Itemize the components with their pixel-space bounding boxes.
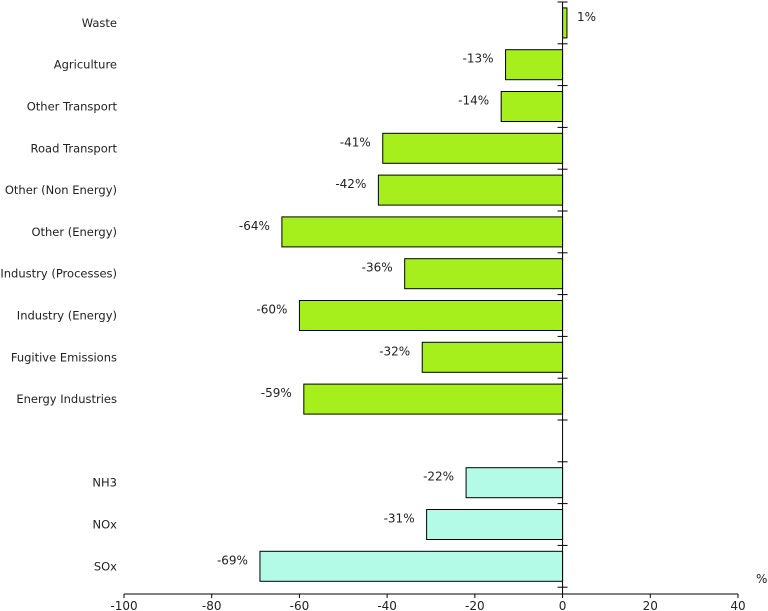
value-label: -22% (423, 470, 454, 484)
category-label: Energy Industries (16, 392, 117, 406)
x-axis-unit-label: % (756, 572, 767, 586)
value-label: -31% (384, 512, 415, 526)
category-label: NH3 (92, 476, 117, 490)
value-label: -64% (239, 219, 270, 233)
x-tick-label: 40 (730, 599, 745, 611)
x-tick-label: -40 (377, 599, 397, 611)
bar (404, 258, 564, 290)
value-label: 1% (577, 10, 596, 24)
category-label: Industry (Energy) (17, 309, 117, 323)
category-label: Industry (Processes) (0, 267, 117, 281)
bar (465, 467, 564, 499)
value-label: -36% (362, 261, 393, 275)
value-label: -41% (340, 135, 371, 149)
bar (505, 49, 564, 81)
bar (298, 300, 564, 331)
bar (259, 550, 564, 582)
category-label: Other (Energy) (31, 225, 117, 239)
bar (500, 91, 564, 122)
x-tick-label: -20 (465, 599, 485, 611)
value-label: -13% (463, 52, 494, 66)
x-tick-label: -100 (110, 599, 137, 611)
bar (281, 216, 564, 248)
category-label: NOx (93, 518, 118, 532)
bar (303, 383, 564, 415)
x-tick-label: -60 (290, 599, 310, 611)
category-label: Fugitive Emissions (11, 350, 117, 364)
bar (562, 7, 568, 39)
bar (377, 174, 564, 206)
value-label: -32% (379, 344, 410, 358)
bar (426, 509, 564, 540)
bar (421, 341, 564, 373)
category-label: Other (Non Energy) (5, 183, 117, 197)
value-label: -59% (261, 386, 292, 400)
category-label: Other Transport (27, 100, 118, 114)
value-label: -42% (335, 177, 366, 191)
value-label: -60% (256, 303, 287, 317)
bar (382, 132, 564, 164)
value-label: -14% (458, 94, 489, 108)
axis-layer: % -100 -80 -60 -40 -20 0 20 40 (110, 1, 767, 611)
category-label: Waste (82, 16, 117, 30)
x-tick-label: 20 (643, 599, 658, 611)
bars-layer (259, 7, 568, 582)
x-tick-label: 0 (559, 599, 567, 611)
category-label: Agriculture (54, 58, 117, 72)
labels-layer: Waste 1% Agriculture -13% Other Transport -14… (0, 10, 596, 573)
category-label: SOx (94, 559, 117, 573)
x-tick-label: -80 (202, 599, 222, 611)
value-label: -69% (217, 553, 248, 567)
category-label: Road Transport (31, 141, 118, 155)
